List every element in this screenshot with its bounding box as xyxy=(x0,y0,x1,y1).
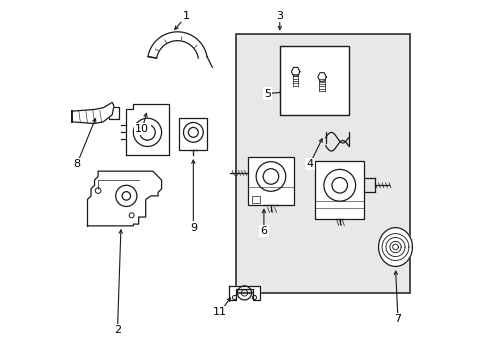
Polygon shape xyxy=(148,32,206,58)
Text: 8: 8 xyxy=(73,159,81,169)
Text: 1: 1 xyxy=(183,11,189,21)
Polygon shape xyxy=(126,104,168,155)
Bar xyxy=(314,161,364,219)
Text: 5: 5 xyxy=(264,89,270,99)
Text: 10: 10 xyxy=(135,124,149,134)
Polygon shape xyxy=(317,73,325,81)
Bar xyxy=(247,157,293,205)
Text: 2: 2 xyxy=(114,325,121,335)
Text: 9: 9 xyxy=(189,222,197,233)
Text: 6: 6 xyxy=(260,226,267,236)
Text: 11: 11 xyxy=(212,307,226,317)
Bar xyxy=(108,107,119,119)
Polygon shape xyxy=(228,286,260,300)
Polygon shape xyxy=(87,171,161,226)
Bar xyxy=(279,46,348,115)
Polygon shape xyxy=(71,102,114,123)
Bar xyxy=(251,196,260,203)
Text: 7: 7 xyxy=(394,314,401,324)
Text: 3: 3 xyxy=(276,11,283,21)
Bar xyxy=(139,109,156,118)
Text: 4: 4 xyxy=(305,159,313,169)
Polygon shape xyxy=(291,67,299,76)
Polygon shape xyxy=(378,228,411,266)
Bar xyxy=(235,33,409,293)
Bar xyxy=(179,118,207,150)
